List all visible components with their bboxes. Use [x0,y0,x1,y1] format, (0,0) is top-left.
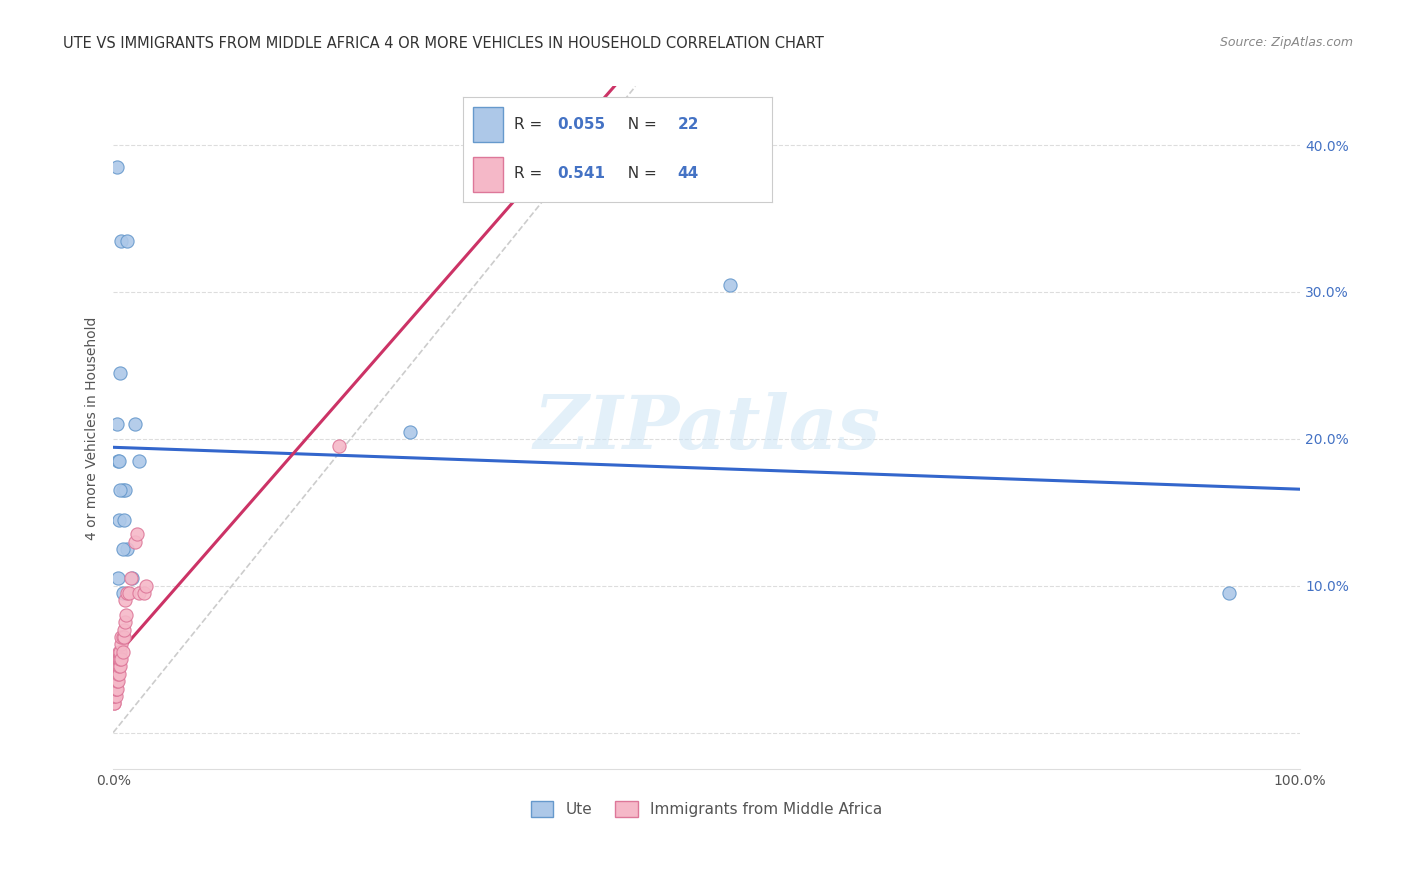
Point [110,652,132,666]
Text: Source: ZipAtlas.com: Source: ZipAtlas.com [1219,36,1353,49]
Point [114,615,136,630]
Point [103,696,125,710]
Point [108,659,131,673]
Point [132,586,155,600]
Point [105,674,128,689]
Point [105,666,128,681]
Point [105,160,128,174]
Point [124,417,146,432]
Point [108,645,131,659]
Point [107,454,129,468]
Point [117,234,139,248]
Point [111,645,134,659]
Point [112,513,135,527]
Point [107,666,129,681]
Point [105,681,128,696]
Point [105,417,128,432]
Point [110,652,132,666]
Point [718,277,741,292]
Point [108,513,131,527]
Point [135,579,157,593]
Point [105,659,128,673]
Point [103,689,125,703]
Point [104,674,127,689]
Point [104,689,127,703]
Point [108,666,131,681]
Text: UTE VS IMMIGRANTS FROM MIDDLE AFRICA 4 OR MORE VEHICLES IN HOUSEHOLD CORRELATION: UTE VS IMMIGRANTS FROM MIDDLE AFRICA 4 O… [63,36,824,51]
Point [107,571,129,585]
Point [120,571,142,585]
Point [115,608,138,623]
Point [108,652,131,666]
Point [107,659,129,673]
Point [125,527,148,541]
Point [112,623,135,637]
Point [104,681,127,696]
Point [108,454,131,468]
Text: ZIPatlas: ZIPatlas [533,392,880,464]
Point [104,666,127,681]
Point [103,689,125,703]
Point [110,645,132,659]
Point [117,586,139,600]
Point [107,652,129,666]
Point [112,630,135,644]
Point [128,586,150,600]
Point [114,593,136,607]
Legend: Ute, Immigrants from Middle Africa: Ute, Immigrants from Middle Africa [524,795,889,823]
Point [110,483,132,498]
Point [110,630,132,644]
Point [110,234,132,248]
Point [107,674,129,689]
Point [117,541,139,556]
Point [121,571,143,585]
Point [110,637,132,651]
Point [111,483,134,498]
Point [111,541,134,556]
Point [103,681,125,696]
Point [1218,586,1240,600]
Point [111,630,134,644]
Point [103,696,125,710]
Point [110,659,132,673]
Point [111,586,134,600]
Point [117,586,139,600]
Point [104,681,127,696]
Y-axis label: 4 or more Vehicles in Household: 4 or more Vehicles in Household [86,316,100,540]
Point [114,483,136,498]
Point [128,454,150,468]
Point [110,366,132,380]
Point [124,534,146,549]
Point [399,425,422,439]
Point [328,439,350,453]
